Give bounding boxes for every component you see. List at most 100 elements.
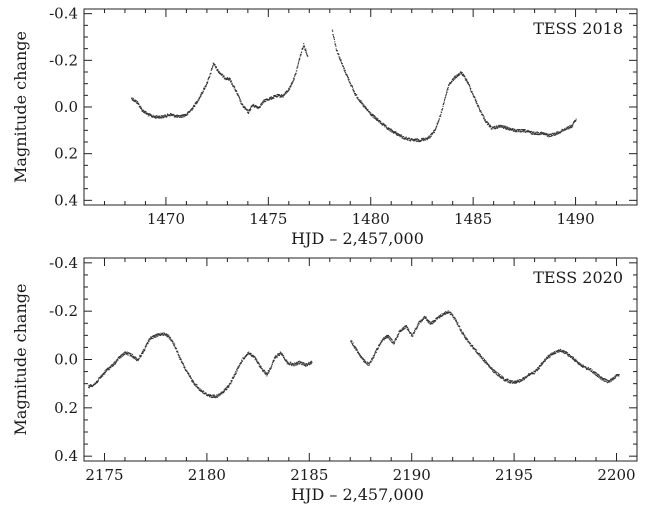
data-point bbox=[500, 377, 503, 379]
data-point bbox=[571, 126, 573, 128]
data-point bbox=[384, 124, 386, 126]
data-point bbox=[380, 341, 383, 343]
data-point bbox=[134, 357, 136, 359]
data-point bbox=[181, 361, 183, 363]
data-point bbox=[391, 131, 393, 133]
data-point bbox=[251, 354, 253, 356]
data-point bbox=[250, 108, 252, 111]
data-point bbox=[447, 88, 449, 91]
data-point bbox=[419, 139, 421, 142]
data-point bbox=[389, 336, 391, 338]
data-point bbox=[160, 117, 162, 119]
data-point bbox=[140, 107, 142, 109]
data-point bbox=[282, 356, 285, 359]
data-point bbox=[356, 349, 358, 352]
data-point bbox=[527, 374, 529, 376]
data-point bbox=[96, 381, 98, 383]
data-point bbox=[201, 93, 203, 95]
data-point bbox=[510, 382, 512, 384]
data-point bbox=[96, 382, 98, 384]
data-point bbox=[534, 133, 536, 135]
data-point bbox=[194, 383, 196, 385]
data-point bbox=[549, 135, 551, 137]
data-point bbox=[366, 107, 368, 110]
data-point bbox=[614, 377, 616, 379]
data-point bbox=[306, 363, 308, 365]
data-point bbox=[387, 336, 389, 338]
data-point bbox=[489, 366, 491, 368]
data-point bbox=[364, 361, 366, 363]
data-point bbox=[261, 369, 263, 371]
data-point bbox=[176, 115, 178, 117]
data-point bbox=[561, 351, 563, 353]
data-point bbox=[353, 346, 355, 348]
data-point bbox=[275, 96, 278, 98]
data-point bbox=[547, 355, 549, 357]
data-point bbox=[569, 355, 571, 357]
data-point bbox=[162, 334, 164, 336]
data-point bbox=[147, 342, 149, 344]
data-point bbox=[164, 114, 166, 116]
data-point bbox=[548, 354, 551, 356]
data-point bbox=[215, 66, 217, 68]
data-point bbox=[440, 111, 443, 114]
data-point bbox=[197, 100, 199, 102]
data-point bbox=[141, 109, 143, 111]
data-point bbox=[571, 124, 573, 126]
data-point bbox=[475, 349, 477, 351]
data-point bbox=[297, 363, 299, 365]
data-point bbox=[103, 371, 105, 374]
data-point bbox=[248, 112, 250, 114]
data-point bbox=[268, 99, 270, 101]
data-point bbox=[188, 110, 190, 113]
data-point bbox=[260, 366, 262, 368]
data-point bbox=[520, 380, 522, 382]
data-point bbox=[242, 106, 244, 108]
data-point bbox=[155, 116, 157, 118]
data-point bbox=[179, 357, 182, 359]
data-point bbox=[279, 95, 281, 97]
data-point bbox=[297, 62, 299, 64]
data-point bbox=[207, 79, 209, 81]
data-point bbox=[96, 380, 98, 382]
data-point bbox=[144, 349, 146, 351]
data-point bbox=[393, 343, 395, 345]
data-point bbox=[416, 138, 418, 141]
data-point bbox=[529, 374, 531, 377]
data-point bbox=[535, 368, 537, 370]
data-point bbox=[394, 341, 396, 343]
data-point bbox=[443, 100, 445, 102]
data-point bbox=[132, 355, 134, 357]
data-point bbox=[287, 362, 290, 364]
data-point bbox=[410, 139, 412, 141]
data-point bbox=[143, 348, 145, 350]
data-point bbox=[249, 108, 251, 110]
data-point bbox=[108, 369, 110, 371]
data-point bbox=[560, 349, 562, 351]
data-point bbox=[193, 382, 195, 384]
data-point bbox=[378, 120, 380, 122]
data-point bbox=[437, 123, 439, 125]
data-point bbox=[263, 370, 266, 372]
data-point bbox=[379, 119, 381, 122]
data-point bbox=[261, 101, 263, 104]
data-point bbox=[485, 361, 487, 363]
data-point bbox=[122, 354, 125, 356]
data-point bbox=[168, 114, 170, 116]
data-point bbox=[416, 140, 418, 142]
data-point bbox=[573, 358, 575, 361]
data-point bbox=[540, 363, 542, 365]
data-point bbox=[508, 129, 510, 131]
data-point bbox=[201, 391, 204, 393]
data-point bbox=[607, 381, 609, 383]
data-point bbox=[395, 131, 397, 133]
data-point bbox=[407, 326, 409, 328]
data-point bbox=[176, 116, 178, 119]
data-point bbox=[465, 79, 467, 81]
data-point bbox=[138, 103, 140, 105]
data-point bbox=[244, 106, 246, 108]
data-point bbox=[362, 358, 364, 360]
data-point bbox=[476, 349, 478, 351]
data-point bbox=[173, 344, 175, 346]
data-point bbox=[553, 352, 555, 354]
